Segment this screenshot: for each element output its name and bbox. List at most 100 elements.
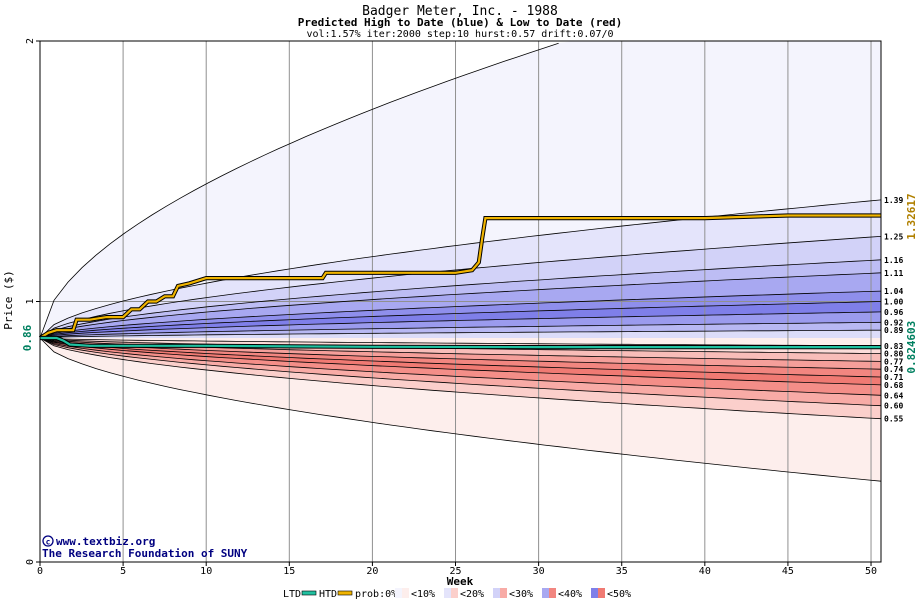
low-band-0 — [40, 338, 881, 482]
x-tick-label: 25 — [449, 566, 461, 577]
right-label: 1.39 — [884, 196, 903, 205]
x-tick-label: 20 — [366, 566, 378, 577]
legend-blue-swatch — [542, 588, 549, 598]
copyright-c-glyph: c — [46, 538, 51, 547]
series-lines — [38, 213, 881, 350]
high-band-4 — [40, 272, 881, 338]
legend-red-swatch — [598, 588, 605, 598]
right-label: 1.04 — [884, 287, 903, 296]
x-tick-label: 40 — [699, 566, 711, 577]
high-band-9 — [40, 330, 881, 338]
footer-credit: c www.textbiz.org The Research Foundatio… — [42, 535, 248, 560]
right-label: 0.68 — [884, 381, 903, 390]
band-boundaries — [39, 42, 882, 482]
band-boundary-15 — [39, 337, 882, 378]
high-band-2 — [40, 236, 881, 338]
x-axis-ticks: 0 5 10 15 20 25 30 35 40 45 50 — [37, 562, 877, 577]
right-label: 0.74 — [884, 365, 903, 374]
right-value-labels: 1.39 1.25 1.16 1.11 1.04 1.000.960.920.89 0.83… — [884, 196, 903, 424]
legend-htd-swatch — [337, 590, 353, 596]
low-band-4 — [40, 338, 881, 385]
y-tick-label: 0 — [25, 559, 36, 565]
legend: LTD HTD prob:0% <10% <20% <30% <40% <50% — [283, 588, 631, 600]
band-boundary-7 — [39, 311, 882, 339]
footer-website: www.textbiz.org — [56, 535, 155, 548]
right-label: 1.00 — [884, 298, 903, 307]
legend-red-swatch — [402, 588, 409, 598]
probability-bands — [40, 41, 881, 482]
right-label: 0.55 — [884, 415, 903, 424]
copyright-icon — [42, 535, 54, 547]
legend-blue-swatch — [493, 588, 500, 598]
legend-htd-label: HTD — [319, 589, 337, 600]
x-tick-label: 5 — [120, 566, 126, 577]
y-axis-ticks: 0 1 2 — [25, 38, 40, 565]
legend-item-label: <20% — [460, 589, 484, 600]
legend-item-label: <40% — [558, 589, 582, 600]
right-label: 0.71 — [884, 373, 903, 382]
legend-red-swatch — [500, 588, 507, 598]
y-tick-label: 2 — [25, 38, 36, 44]
legend-red-swatch — [549, 588, 556, 598]
low-band-6 — [40, 338, 881, 370]
x-tick-label: 15 — [283, 566, 295, 577]
right-label: 0.80 — [884, 350, 903, 359]
right-label: 0.60 — [884, 402, 903, 411]
band-boundary-12 — [39, 337, 882, 407]
x-tick-label: 45 — [782, 566, 794, 577]
right-label: 0.77 — [884, 357, 903, 366]
low-band-1 — [40, 338, 881, 419]
legend-blue-swatch — [395, 588, 402, 598]
band-boundary-16 — [39, 337, 882, 370]
high-band-0 — [40, 41, 881, 338]
x-axis-label: Week — [447, 575, 474, 588]
x-tick-label: 35 — [616, 566, 628, 577]
legend-red-swatch — [451, 588, 458, 598]
high-band-1 — [40, 199, 881, 338]
legend-ltd-label: LTD — [283, 589, 301, 600]
low-band-7 — [40, 338, 881, 362]
band-boundary-5 — [39, 290, 882, 339]
legend-item-label: <50% — [607, 589, 631, 600]
band-boundary-6 — [39, 301, 882, 339]
band-boundary-14 — [39, 337, 882, 386]
x-tick-label: 0 — [37, 566, 43, 577]
y-axis-label: Price ($) — [2, 270, 15, 330]
footer-org: The Research Foundation of SUNY — [42, 547, 248, 560]
band-boundary-9 — [39, 329, 881, 339]
right-label: 0.92 — [884, 318, 903, 327]
ltd-value-label: 0.824603 — [905, 321, 918, 374]
right-label: 1.16 — [884, 256, 903, 265]
low-band-3 — [40, 338, 881, 396]
right-label: 0.83 — [884, 342, 903, 351]
right-label: 1.11 — [884, 269, 903, 278]
x-tick-label: 50 — [865, 566, 877, 577]
low-band-2 — [40, 338, 881, 406]
htd-line — [39, 214, 881, 339]
band-boundary-11 — [39, 337, 882, 420]
right-label: 0.89 — [884, 326, 903, 335]
chart-subtitle: Predicted High to Date (blue) & Low to D… — [298, 16, 623, 29]
htd-value-label: 1.32617 — [905, 193, 918, 239]
chart-title: Badger Meter, Inc. - 1988 — [362, 4, 558, 19]
low-band-9 — [40, 338, 881, 346]
band-boundary-1 — [39, 199, 882, 339]
legend-blue-swatch — [591, 588, 598, 598]
legend-item-label: <10% — [411, 589, 435, 600]
ltd-line — [40, 336, 881, 349]
low-band-5 — [40, 338, 881, 377]
band-boundary-4 — [39, 272, 882, 339]
legend-prob-label: prob:0% — [355, 589, 397, 600]
right-label: 1.25 — [884, 232, 903, 241]
right-label: 0.64 — [884, 391, 903, 400]
high-band-6 — [40, 301, 881, 338]
x-tick-label: 10 — [200, 566, 212, 577]
band-boundary-0 — [39, 42, 559, 339]
high-band-7 — [40, 311, 881, 338]
high-band-5 — [40, 291, 881, 338]
legend-blue-swatch — [444, 588, 451, 598]
band-boundary-13 — [39, 337, 882, 396]
current-price-label: 0.86 — [21, 324, 34, 351]
y-tick-label: 1 — [25, 298, 36, 304]
